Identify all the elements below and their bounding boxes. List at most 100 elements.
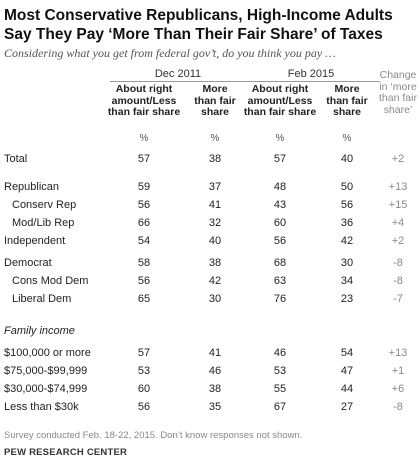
percent-value: 36 (340, 217, 354, 229)
table-row: Republican 59 37 48 50 +13 (0, 179, 420, 195)
percent-value: 60 (137, 383, 151, 395)
percent-value: 44 (340, 383, 354, 395)
change-value: +1 (391, 365, 405, 377)
section-label-family-income: Family income (4, 325, 75, 337)
percent-value: 42 (340, 235, 354, 247)
percent-value: 63 (273, 275, 287, 287)
percent-value: 34 (340, 275, 354, 287)
row-label: $100,000 or more (4, 347, 91, 359)
percent-value: 37 (208, 181, 222, 193)
percent-value: 53 (273, 365, 287, 377)
change-value: +2 (391, 153, 405, 165)
percent-value: 54 (340, 347, 354, 359)
row-label: Cons Mod Dem (12, 275, 89, 287)
table-row: Liberal Dem 65 30 76 23 -7 (0, 291, 420, 307)
percent-value: 27 (340, 401, 354, 413)
change-value: +13 (388, 181, 408, 193)
percent-value: 30 (340, 257, 354, 269)
percent-value: 60 (273, 217, 287, 229)
percent-value: 57 (137, 347, 151, 359)
percent-value: 56 (137, 401, 151, 413)
table-row: $100,000 or more 57 41 46 54 +13 (0, 345, 420, 361)
table-row: Conserv Rep 56 41 43 56 +15 (0, 197, 420, 213)
unit-label-1: % (139, 133, 149, 144)
percent-value: 32 (208, 217, 222, 229)
row-label: Republican (4, 181, 60, 193)
change-value: -8 (393, 401, 403, 413)
percent-value: 42 (208, 275, 222, 287)
column-header-right-less-2011: About right amount/Less than fair share (107, 83, 181, 118)
percent-value: 56 (137, 199, 151, 211)
percent-value: 48 (273, 181, 287, 193)
percent-value: 38 (208, 383, 222, 395)
change-value: +15 (388, 199, 408, 211)
row-label: Mod/Lib Rep (12, 217, 75, 229)
row-label: Conserv Rep (12, 199, 77, 211)
table-row: Total 57 38 57 40 +2 (0, 151, 420, 167)
percent-value: 57 (137, 153, 151, 165)
percent-value: 40 (340, 153, 354, 165)
table-row: Cons Mod Dem 56 42 63 34 -8 (0, 273, 420, 289)
percent-value: 35 (208, 401, 222, 413)
row-label: Liberal Dem (12, 293, 72, 305)
column-header-change: Change in ‘more than fair share’ (379, 69, 417, 116)
percent-value: 54 (137, 235, 151, 247)
percent-value: 53 (137, 365, 151, 377)
period-rule-2015 (244, 81, 380, 82)
percent-value: 56 (340, 199, 354, 211)
change-value: +2 (391, 235, 405, 247)
unit-label-2: % (210, 133, 220, 144)
period-label-2011: Dec 2011 (154, 68, 202, 80)
percent-value: 46 (208, 365, 222, 377)
table-row: Democrat 58 38 68 30 -8 (0, 255, 420, 271)
percent-value: 76 (273, 293, 287, 305)
change-value: +6 (391, 383, 405, 395)
period-rule-2011 (110, 81, 244, 82)
table-row: Independent 54 40 56 42 +2 (0, 233, 420, 249)
table-row: $75,000-$99,999 53 46 53 47 +1 (0, 363, 420, 379)
percent-value: 38 (208, 257, 222, 269)
percent-value: 43 (273, 199, 287, 211)
unit-label-4: % (342, 133, 352, 144)
table-row: $30,000-$74,999 60 38 55 44 +6 (0, 381, 420, 397)
footnote: Survey conducted Feb. 18-22, 2015. Don’t… (4, 430, 303, 441)
percent-value: 30 (208, 293, 222, 305)
column-header-more-2015: More than fair share (326, 83, 368, 118)
percent-value: 57 (273, 153, 287, 165)
chart-subtitle: Considering what you get from federal go… (4, 46, 336, 60)
percent-value: 66 (137, 217, 151, 229)
period-label-2015: Feb 2015 (287, 68, 335, 80)
percent-value: 68 (273, 257, 287, 269)
percent-value: 41 (208, 347, 222, 359)
row-label: $30,000-$74,999 (4, 383, 88, 395)
row-label: Independent (4, 235, 66, 247)
change-value: +4 (391, 217, 405, 229)
chart-title: Most Conservative Republicans, High-Inco… (4, 7, 393, 43)
percent-value: 58 (137, 257, 151, 269)
percent-value: 55 (273, 383, 287, 395)
percent-value: 38 (208, 153, 222, 165)
percent-value: 50 (340, 181, 354, 193)
percent-value: 56 (273, 235, 287, 247)
source-label: PEW RESEARCH CENTER (4, 447, 128, 458)
row-label: Total (4, 153, 28, 165)
percent-value: 23 (340, 293, 354, 305)
change-value: -7 (393, 293, 403, 305)
percent-value: 67 (273, 401, 287, 413)
change-value: -8 (393, 257, 403, 269)
change-value: -8 (393, 275, 403, 287)
percent-value: 47 (340, 365, 354, 377)
percent-value: 46 (273, 347, 287, 359)
percent-value: 40 (208, 235, 222, 247)
row-label: $75,000-$99,999 (4, 365, 88, 377)
column-header-right-less-2015: About right amount/Less than fair share (243, 83, 317, 118)
table-row: Less than $30k 56 35 67 27 -8 (0, 399, 420, 415)
percent-value: 56 (137, 275, 151, 287)
table-row: Mod/Lib Rep 66 32 60 36 +4 (0, 215, 420, 231)
percent-value: 65 (137, 293, 151, 305)
change-value: +13 (388, 347, 408, 359)
row-label: Less than $30k (4, 401, 79, 413)
percent-value: 59 (137, 181, 151, 193)
unit-label-3: % (275, 133, 285, 144)
row-label: Democrat (4, 257, 52, 269)
